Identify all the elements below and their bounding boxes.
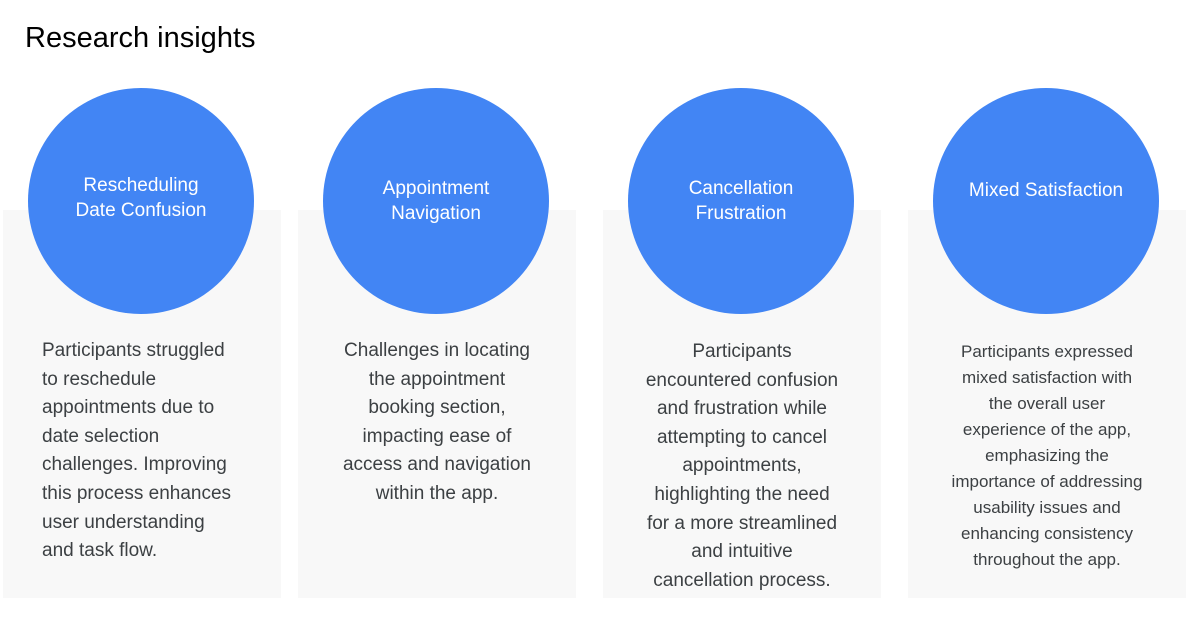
desc-line: the overall user [988, 394, 1106, 413]
desc-line: enhancing consistency [960, 524, 1133, 543]
insight-1-heading: Rescheduling Date Confusion [76, 173, 207, 223]
desc-line: Participants [692, 341, 792, 362]
insight-2-circle: Appointment Navigation [323, 88, 549, 314]
insight-2-heading-line: Appointment [382, 178, 490, 199]
page-title: Research insights [25, 22, 256, 54]
desc-line: and frustration while [656, 398, 828, 420]
insight-1-circle: Rescheduling Date Confusion [28, 88, 254, 314]
insight-4-circle: Mixed Satisfaction [933, 88, 1159, 314]
desc-line: throughout the app. [973, 550, 1121, 569]
desc-line: this process enhances [42, 482, 232, 504]
desc-line: booking section, [368, 397, 506, 419]
desc-line: and intuitive [691, 541, 793, 563]
insight-1-heading-line: Rescheduling [83, 175, 199, 196]
desc-line: experience of the app, [962, 420, 1132, 439]
desc-line: attempting to cancel [656, 426, 828, 448]
insight-1-description: Participants struggled to reschedule app… [42, 337, 231, 566]
desc-line: Challenges in locating [344, 340, 530, 361]
insight-4-description: Participants expressed mixed satisfactio… [908, 339, 1186, 573]
insight-3-heading-line: Frustration [695, 203, 787, 224]
insight-3-heading-line: Cancellation [688, 178, 794, 199]
desc-line: cancellation process. [653, 569, 831, 591]
desc-line: user understanding [42, 511, 205, 533]
desc-line: within the app. [375, 482, 499, 504]
desc-line: Participants expressed [961, 342, 1133, 361]
desc-line: importance of addressing [951, 472, 1143, 491]
insight-2-heading-line: Navigation [391, 203, 481, 224]
insight-3-description: Participants encountered confusion and f… [603, 338, 881, 595]
desc-line: appointments due to [42, 397, 215, 419]
desc-line: usability issues and [973, 498, 1121, 517]
desc-line: access and navigation [342, 454, 531, 476]
insight-4-heading-line: Mixed Satisfaction [968, 179, 1124, 201]
insight-1-heading-line: Date Confusion [75, 200, 207, 221]
desc-line: for a more streamlined [646, 512, 838, 534]
desc-line: emphasizing the [985, 446, 1109, 465]
desc-line: impacting ease of [362, 425, 512, 447]
desc-line: encountered confusion [645, 369, 839, 391]
desc-line: Participants struggled [42, 340, 225, 361]
insight-3-circle: Cancellation Frustration [628, 88, 854, 314]
insight-3-heading: Cancellation Frustration [689, 176, 794, 226]
desc-line: the appointment [368, 368, 506, 390]
desc-line: appointments, [682, 455, 802, 477]
desc-line: and task flow. [42, 540, 158, 562]
insight-4-heading: Mixed Satisfaction [969, 178, 1123, 203]
insight-2-description: Challenges in locating the appointment b… [298, 337, 576, 509]
insight-2-heading: Appointment Navigation [383, 176, 490, 226]
desc-line: date selection [42, 425, 160, 447]
desc-line: challenges. Improving [42, 454, 227, 476]
desc-line: highlighting the need [654, 483, 830, 505]
desc-line: to reschedule [42, 368, 157, 390]
desc-line: mixed satisfaction with [961, 368, 1133, 387]
